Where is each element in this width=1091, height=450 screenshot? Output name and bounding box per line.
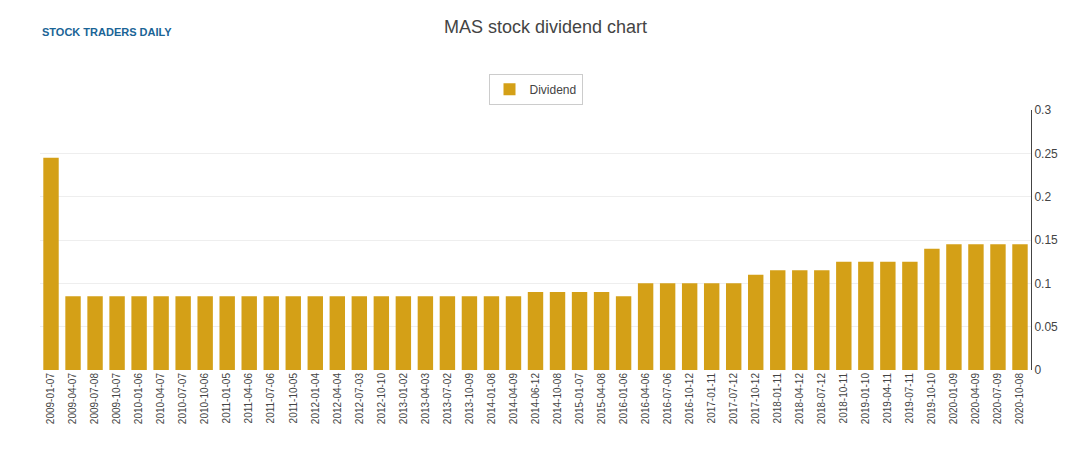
svg-text:2011-10-05: 2011-10-05: [288, 373, 299, 424]
svg-text:2015-04-08: 2015-04-08: [596, 373, 607, 425]
svg-text:2018-07-12: 2018-07-12: [816, 373, 827, 425]
svg-text:2013-04-03: 2013-04-03: [420, 373, 431, 425]
svg-text:0.3: 0.3: [1034, 103, 1051, 117]
svg-text:0.2: 0.2: [1034, 190, 1051, 204]
svg-text:2019-07-11: 2019-07-11: [904, 373, 915, 424]
svg-text:2018-04-12: 2018-04-12: [794, 373, 805, 425]
svg-text:2017-07-12: 2017-07-12: [728, 373, 739, 425]
svg-text:0.05: 0.05: [1034, 320, 1058, 334]
svg-text:2009-01-07: 2009-01-07: [45, 373, 56, 425]
svg-text:0.25: 0.25: [1034, 147, 1058, 161]
svg-text:2016-07-06: 2016-07-06: [662, 373, 673, 425]
svg-text:2014-10-08: 2014-10-08: [552, 373, 563, 425]
svg-text:2013-10-09: 2013-10-09: [464, 373, 475, 425]
svg-text:0.15: 0.15: [1034, 233, 1058, 247]
svg-text:2019-01-10: 2019-01-10: [860, 373, 871, 425]
svg-text:2014-04-09: 2014-04-09: [508, 373, 519, 425]
svg-text:2010-10-06: 2010-10-06: [199, 373, 210, 425]
svg-text:2012-01-04: 2012-01-04: [310, 373, 321, 425]
svg-text:2020-01-09: 2020-01-09: [948, 373, 959, 425]
svg-text:2012-10-10: 2012-10-10: [376, 373, 387, 425]
svg-text:2020-07-09: 2020-07-09: [992, 373, 1003, 425]
svg-text:2019-04-11: 2019-04-11: [882, 373, 893, 424]
svg-text:2011-04-06: 2011-04-06: [243, 373, 254, 424]
svg-text:2009-07-08: 2009-07-08: [89, 373, 100, 425]
svg-text:2018-10-11: 2018-10-11: [838, 373, 849, 424]
svg-text:2012-07-03: 2012-07-03: [354, 373, 365, 425]
svg-text:2018-01-11: 2018-01-11: [772, 373, 783, 424]
svg-text:2017-10-12: 2017-10-12: [750, 373, 761, 425]
svg-text:2009-10-07: 2009-10-07: [111, 373, 122, 425]
svg-text:2020-04-09: 2020-04-09: [970, 373, 981, 425]
svg-text:2019-10-10: 2019-10-10: [926, 373, 937, 425]
svg-text:2013-01-02: 2013-01-02: [398, 373, 409, 425]
svg-text:2016-01-06: 2016-01-06: [618, 373, 629, 425]
svg-text:Dividend: Dividend: [530, 83, 577, 97]
svg-text:2020-10-08: 2020-10-08: [1014, 373, 1025, 425]
svg-text:MAS stock dividend chart: MAS stock dividend chart: [444, 17, 647, 37]
svg-text:0.1: 0.1: [1034, 277, 1051, 291]
svg-text:2012-04-04: 2012-04-04: [332, 373, 343, 425]
svg-text:STOCK TRADERS DAILY: STOCK TRADERS DAILY: [42, 26, 172, 38]
svg-text:2014-01-08: 2014-01-08: [486, 373, 497, 425]
svg-text:2017-01-11: 2017-01-11: [706, 373, 717, 424]
svg-text:2016-04-06: 2016-04-06: [640, 373, 651, 425]
svg-text:2009-04-07: 2009-04-07: [67, 373, 78, 425]
svg-text:2014-06-12: 2014-06-12: [530, 373, 541, 425]
svg-text:2015-01-07: 2015-01-07: [574, 373, 585, 425]
svg-text:2010-04-07: 2010-04-07: [155, 373, 166, 425]
svg-text:2016-10-12: 2016-10-12: [684, 373, 695, 425]
svg-text:2013-07-02: 2013-07-02: [442, 373, 453, 425]
svg-text:2011-07-06: 2011-07-06: [265, 373, 276, 424]
svg-text:0: 0: [1034, 363, 1041, 377]
svg-text:2011-01-05: 2011-01-05: [221, 373, 232, 424]
svg-text:2010-01-06: 2010-01-06: [133, 373, 144, 425]
svg-text:2010-07-07: 2010-07-07: [177, 373, 188, 425]
